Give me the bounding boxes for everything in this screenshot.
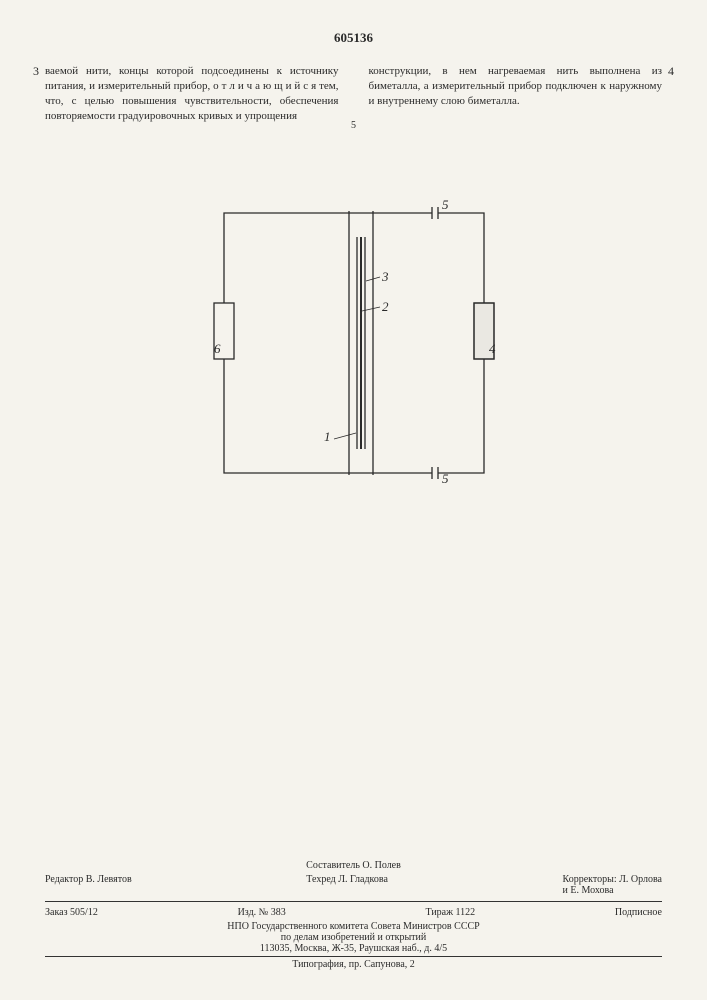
left-column-text: ваемой нити, концы которой подсоединены … — [45, 64, 339, 123]
svg-text:1: 1 — [324, 429, 331, 444]
document-number: 605136 — [45, 30, 662, 46]
corrector1: Корректоры: Л. Орлова — [563, 874, 662, 885]
address: 113035, Москва, Ж-35, Раушская наб., д. … — [45, 943, 662, 954]
svg-text:2: 2 — [382, 299, 389, 314]
right-column-text: конструкции, в нем нагреваемая нить выпо… — [369, 64, 663, 123]
col-marker-3: 3 — [33, 64, 39, 79]
org2: по делам изобретений и открытий — [45, 932, 662, 943]
text-columns: 3 4 5 ваемой нити, концы которой подсоед… — [45, 64, 662, 123]
typography: Типография, пр. Сапунова, 2 — [45, 959, 662, 970]
compiler-line: Составитель О. Полев — [45, 860, 662, 871]
svg-text:5: 5 — [442, 471, 449, 486]
svg-text:3: 3 — [381, 269, 389, 284]
col-marker-4: 4 — [668, 64, 674, 79]
svg-text:6: 6 — [214, 341, 221, 356]
izd: Изд. № 383 — [238, 907, 286, 918]
corrector2: и Е. Мохова — [563, 885, 614, 896]
podpisnoe: Подписное — [615, 907, 662, 918]
svg-text:4: 4 — [489, 341, 496, 356]
org1: НПО Государственного комитета Совета Мин… — [45, 921, 662, 932]
techred: Техред Л. Гладкова — [306, 874, 388, 896]
footer-block: Составитель О. Полев Редактор В. Левятов… — [45, 860, 662, 970]
order: Заказ 505/12 — [45, 907, 98, 918]
line-marker-5: 5 — [351, 120, 356, 131]
svg-text:5: 5 — [442, 197, 449, 212]
circuit-diagram: 5 5 3 2 1 6 4 — [184, 193, 524, 507]
tirazh: Тираж 1122 — [425, 907, 475, 918]
editor: Редактор В. Левятов — [45, 874, 132, 896]
